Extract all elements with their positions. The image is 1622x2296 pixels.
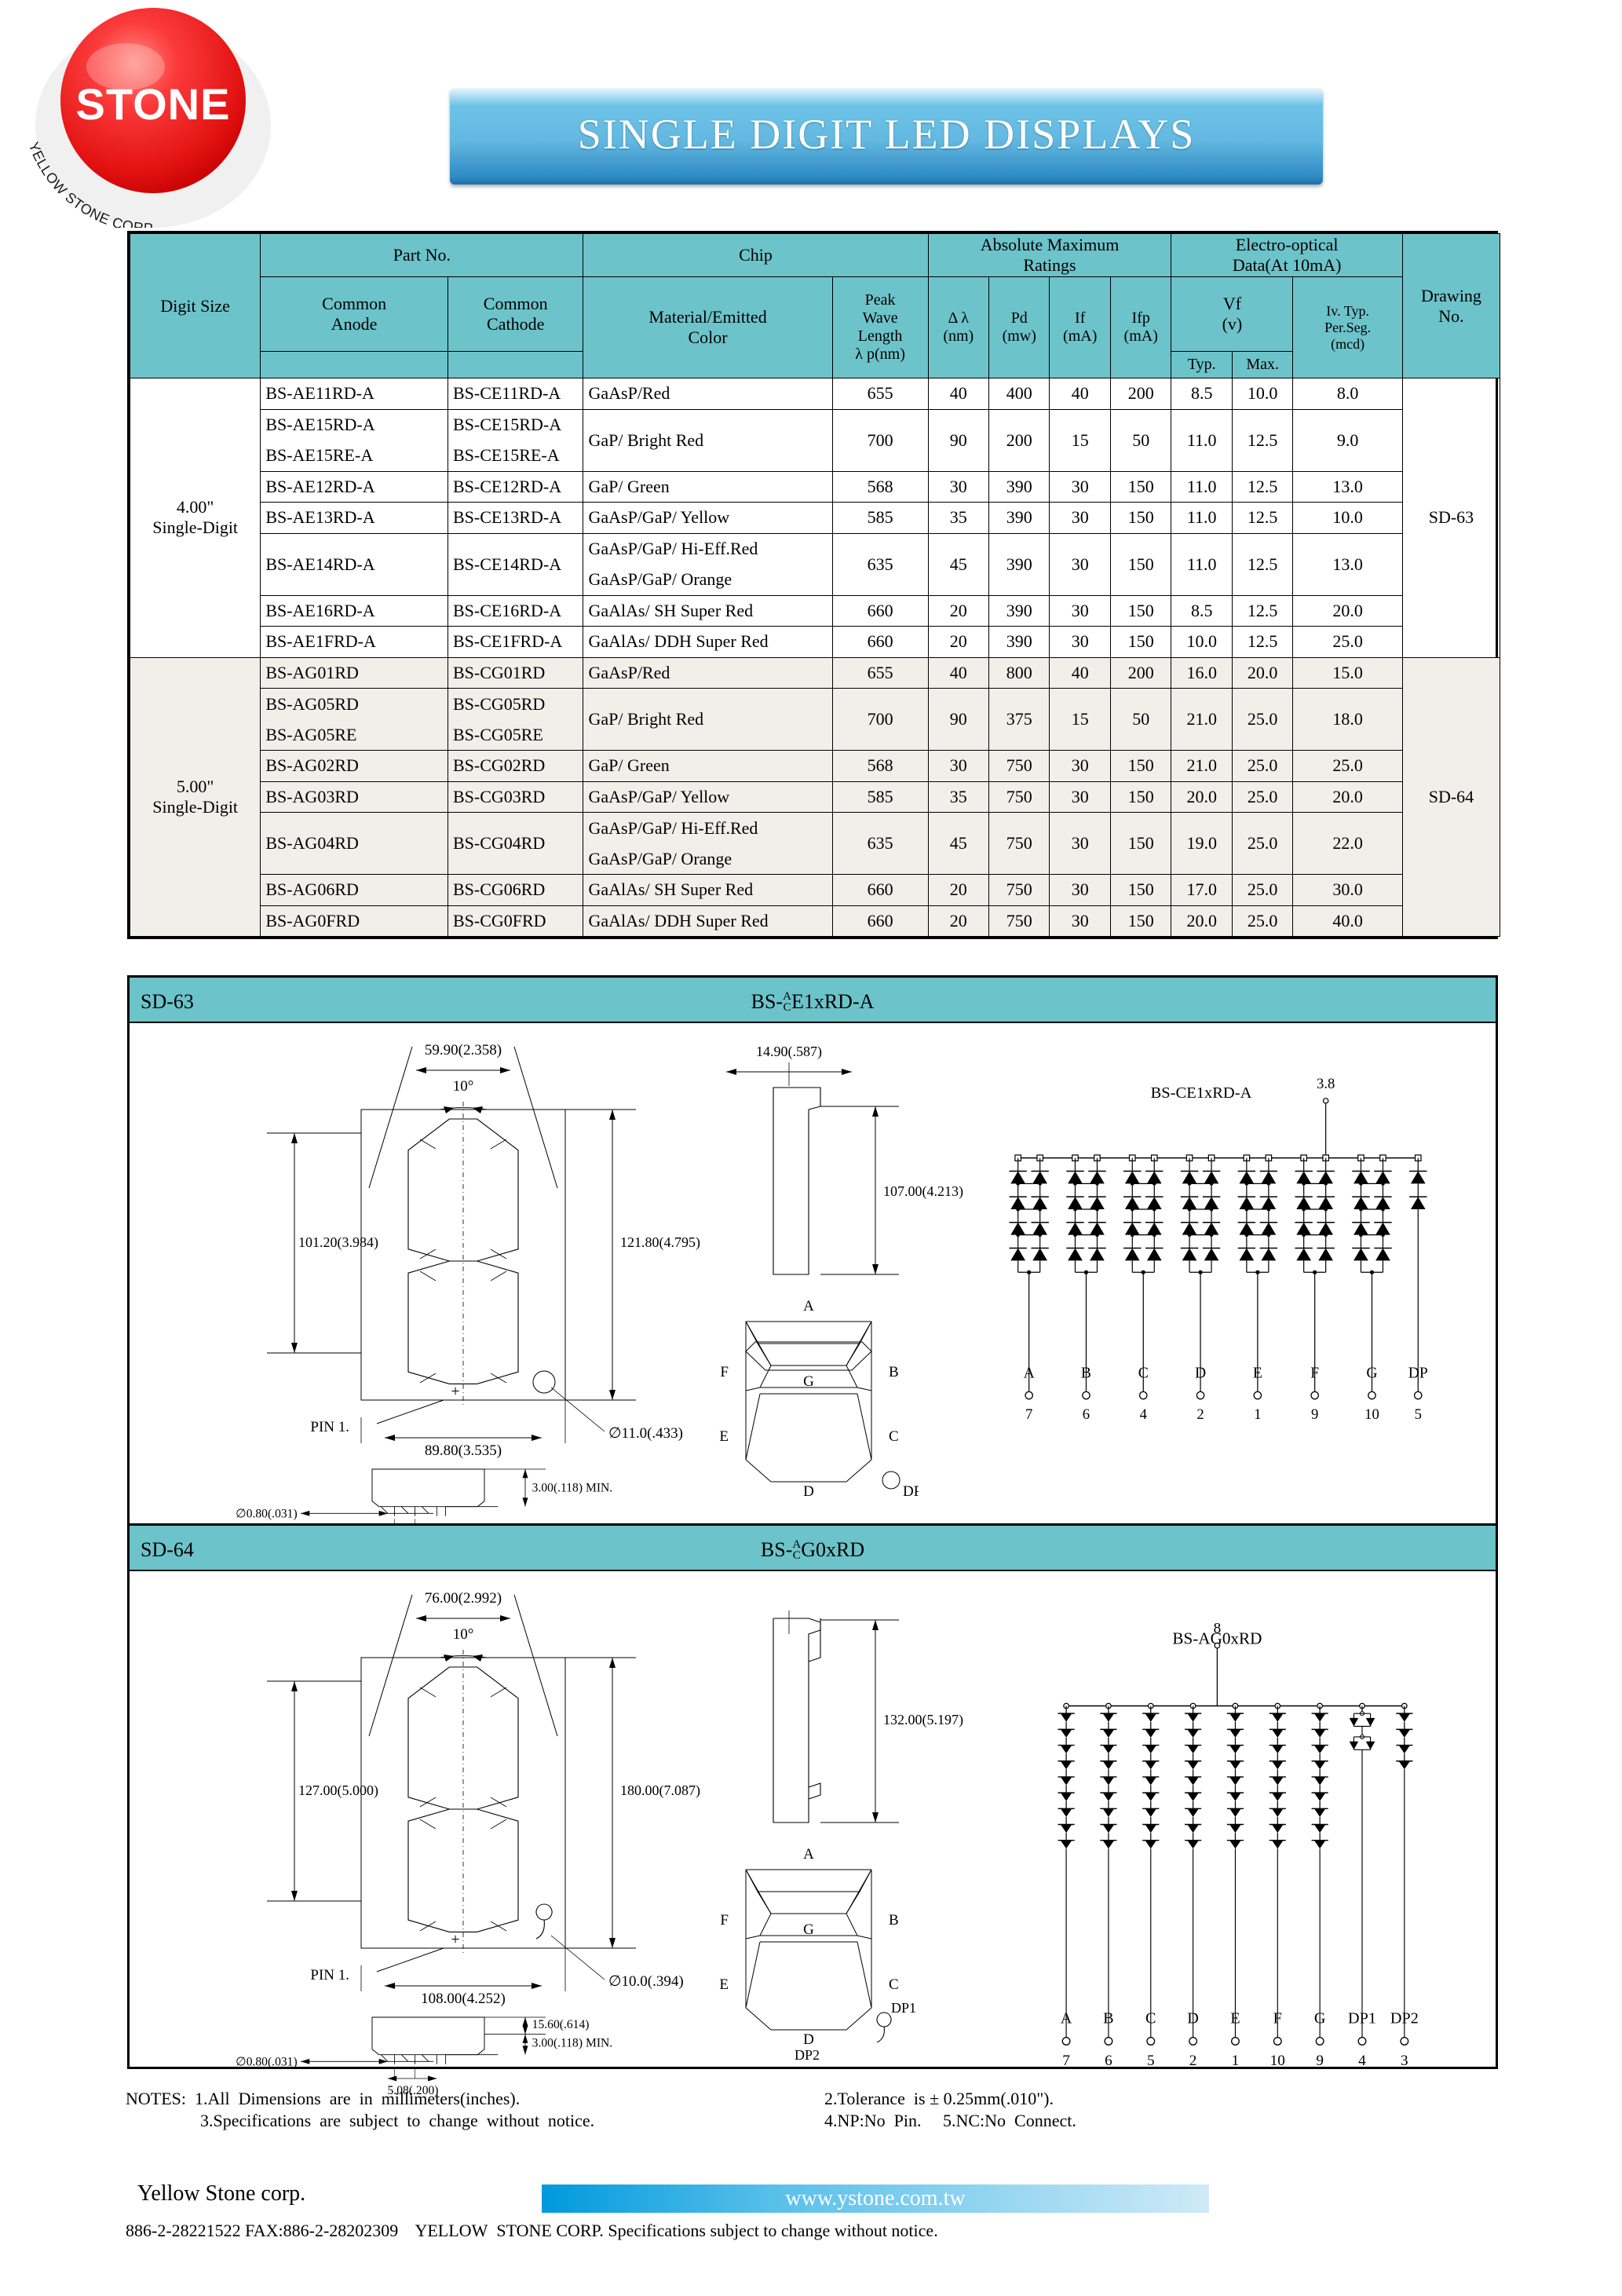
svg-text:15.60(.614): 15.60(.614) — [532, 2018, 590, 2031]
svg-text:B: B — [889, 1364, 899, 1380]
svg-text:127.00(5.000): 127.00(5.000) — [298, 1782, 378, 1799]
svg-text:E: E — [1253, 1366, 1262, 1382]
svg-text:G: G — [803, 1373, 814, 1390]
svg-text:A: A — [803, 1298, 814, 1314]
svg-text:1: 1 — [1254, 1406, 1261, 1423]
svg-text:PIN 1.: PIN 1. — [310, 1967, 349, 1983]
svg-text:108.00(4.252): 108.00(4.252) — [421, 1991, 506, 2007]
svg-text:BS-CE1xRD-A: BS-CE1xRD-A — [1151, 1084, 1252, 1102]
svg-text:DP1: DP1 — [891, 2000, 916, 2016]
svg-text:180.00(7.087): 180.00(7.087) — [620, 1782, 700, 1799]
svg-text:E: E — [719, 1976, 729, 1993]
svg-text:D: D — [1187, 2009, 1199, 2027]
svg-text:F: F — [720, 1364, 729, 1380]
svg-text:A: A — [1061, 2009, 1072, 2027]
svg-text:10: 10 — [1270, 2053, 1285, 2069]
svg-text:2: 2 — [1189, 2053, 1197, 2069]
svg-text:3: 3 — [1401, 2053, 1408, 2069]
svg-text:∅0.80(.031): ∅0.80(.031) — [236, 1508, 298, 1521]
svg-text:107.00(4.213): 107.00(4.213) — [883, 1183, 963, 1200]
svg-text:E: E — [1230, 2009, 1240, 2027]
svg-text:1: 1 — [1232, 2053, 1240, 2069]
svg-text:∅10.0(.394): ∅10.0(.394) — [608, 1973, 684, 1990]
svg-text:DP1: DP1 — [1348, 2009, 1376, 2027]
svg-text:D: D — [1195, 1366, 1206, 1382]
svg-text:4: 4 — [1358, 2053, 1366, 2069]
svg-text:DP2: DP2 — [795, 2047, 820, 2063]
svg-text:E: E — [719, 1428, 729, 1445]
svg-text:4: 4 — [1140, 1406, 1148, 1423]
svg-text:F: F — [720, 1912, 729, 1929]
svg-text:C: C — [1138, 1366, 1149, 1382]
svg-text:3.00(.118) MIN.: 3.00(.118) MIN. — [532, 1482, 613, 1495]
svg-text:3.00(.118) MIN.: 3.00(.118) MIN. — [532, 2036, 613, 2049]
svg-text:DP: DP — [903, 1483, 919, 1500]
svg-text:76.00(2.992): 76.00(2.992) — [425, 1590, 502, 1607]
svg-text:F: F — [1273, 2009, 1282, 2027]
svg-text:B: B — [889, 1912, 899, 1929]
svg-text:10°: 10° — [453, 1626, 474, 1643]
svg-text:6: 6 — [1083, 1406, 1090, 1423]
svg-text:+: + — [451, 1383, 459, 1400]
svg-text:14.90(.587): 14.90(.587) — [756, 1044, 822, 1060]
svg-text:5: 5 — [1415, 1406, 1422, 1423]
svg-text:5: 5 — [1147, 2053, 1155, 2069]
svg-text:2: 2 — [1196, 1406, 1204, 1423]
svg-text:DP2: DP2 — [1390, 2009, 1419, 2027]
svg-text:C: C — [889, 1428, 899, 1445]
svg-text:C: C — [889, 1976, 899, 1993]
svg-text:10: 10 — [1364, 1406, 1379, 1423]
svg-text:G: G — [803, 1921, 814, 1938]
svg-text:89.80(3.535): 89.80(3.535) — [425, 1442, 502, 1459]
svg-text:∅11.0(.433): ∅11.0(.433) — [608, 1425, 683, 1442]
svg-text:F: F — [1310, 1366, 1319, 1382]
svg-text:6: 6 — [1105, 2053, 1112, 2069]
svg-text:A: A — [803, 1846, 814, 1863]
svg-text:59.90(2.358): 59.90(2.358) — [425, 1042, 502, 1058]
svg-text:121.80(4.795): 121.80(4.795) — [620, 1234, 700, 1251]
svg-text:A: A — [1024, 1366, 1035, 1382]
svg-text:STONE: STONE — [76, 79, 231, 129]
svg-text:B: B — [1103, 2009, 1113, 2027]
svg-text:10°: 10° — [453, 1078, 474, 1095]
svg-text:9: 9 — [1311, 1406, 1318, 1423]
svg-text:G: G — [1366, 1366, 1377, 1382]
svg-text:7: 7 — [1062, 2053, 1070, 2069]
svg-text:3.8: 3.8 — [1317, 1076, 1335, 1092]
svg-text:D: D — [803, 2031, 814, 2048]
svg-text:PIN 1.: PIN 1. — [310, 1419, 349, 1435]
svg-text:D: D — [803, 1483, 814, 1500]
svg-text:9: 9 — [1316, 2053, 1324, 2069]
svg-text:G: G — [1314, 2009, 1326, 2027]
svg-text:8: 8 — [1214, 1620, 1222, 1636]
svg-text:101.20(3.984): 101.20(3.984) — [298, 1234, 378, 1251]
svg-text:+: + — [451, 1931, 459, 1948]
svg-text:B: B — [1081, 1366, 1091, 1382]
svg-text:132.00(5.197): 132.00(5.197) — [883, 1712, 963, 1728]
svg-text:∅0.80(.031): ∅0.80(.031) — [236, 2056, 298, 2069]
svg-text:DP: DP — [1408, 1366, 1428, 1382]
svg-text:C: C — [1145, 2009, 1156, 2027]
svg-text:7: 7 — [1025, 1406, 1032, 1423]
